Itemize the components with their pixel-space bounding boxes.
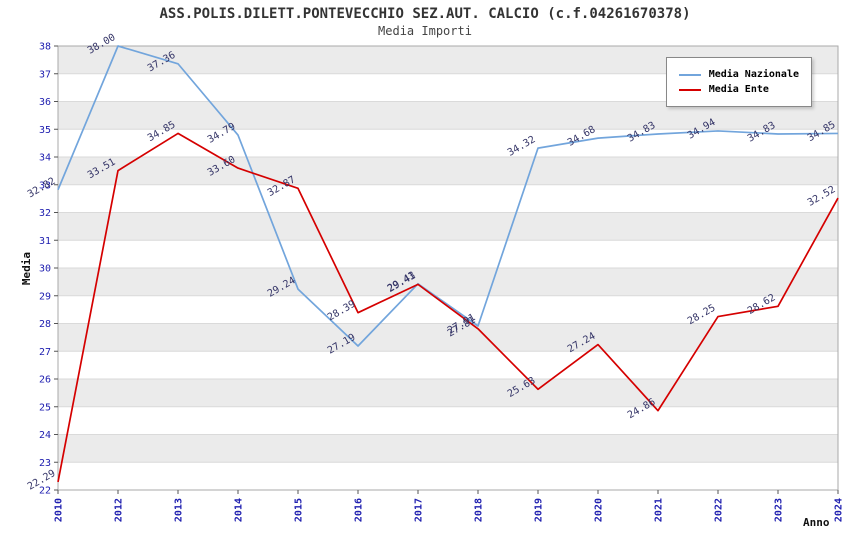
svg-text:2018: 2018 — [474, 498, 485, 522]
svg-text:33: 33 — [39, 180, 51, 191]
svg-text:2017: 2017 — [414, 498, 425, 522]
legend-entry-ente: Media Ente — [678, 84, 799, 95]
legend: Media Nazionale Media Ente — [665, 57, 812, 107]
svg-text:32.52: 32.52 — [806, 184, 838, 209]
svg-text:30: 30 — [39, 264, 51, 275]
legend-line-sample-icon — [678, 88, 701, 91]
svg-text:32: 32 — [39, 208, 51, 219]
svg-text:2015: 2015 — [294, 498, 305, 522]
svg-text:24: 24 — [39, 430, 51, 441]
svg-text:2024: 2024 — [834, 498, 845, 522]
svg-text:27: 27 — [39, 347, 51, 358]
chart-subtitle: Media Importi — [378, 24, 472, 38]
legend-entry-nazionale: Media Nazionale — [678, 69, 799, 80]
svg-text:37: 37 — [39, 69, 51, 80]
svg-text:22: 22 — [39, 486, 51, 497]
legend-label: Media Nazionale — [708, 69, 799, 80]
svg-text:34: 34 — [39, 153, 51, 164]
svg-text:31: 31 — [39, 236, 51, 247]
svg-text:23: 23 — [39, 458, 51, 469]
svg-text:2016: 2016 — [354, 498, 365, 522]
svg-text:2010: 2010 — [54, 498, 65, 522]
svg-text:28.39: 28.39 — [326, 299, 358, 324]
legend-line-sample-icon — [678, 73, 701, 76]
svg-text:25: 25 — [39, 402, 51, 413]
svg-text:2012: 2012 — [114, 498, 125, 522]
svg-text:36: 36 — [39, 97, 51, 108]
legend-label: Media Ente — [708, 84, 769, 95]
x-axis-label: Anno — [803, 516, 830, 529]
svg-text:26: 26 — [39, 375, 51, 386]
svg-text:28: 28 — [39, 319, 51, 330]
svg-text:2020: 2020 — [594, 498, 605, 522]
svg-text:2021: 2021 — [654, 498, 665, 522]
svg-text:2022: 2022 — [714, 498, 725, 522]
svg-text:2023: 2023 — [774, 498, 785, 522]
svg-text:29: 29 — [39, 291, 51, 302]
svg-text:35: 35 — [39, 125, 51, 136]
svg-text:38: 38 — [39, 42, 51, 53]
chart-title: ASS.POLIS.DILETT.PONTEVECCHIO SEZ.AUT. C… — [159, 6, 691, 22]
svg-text:34.32: 34.32 — [506, 134, 538, 159]
svg-text:2019: 2019 — [534, 498, 545, 522]
svg-text:2014: 2014 — [234, 498, 245, 522]
svg-text:2013: 2013 — [174, 498, 185, 522]
